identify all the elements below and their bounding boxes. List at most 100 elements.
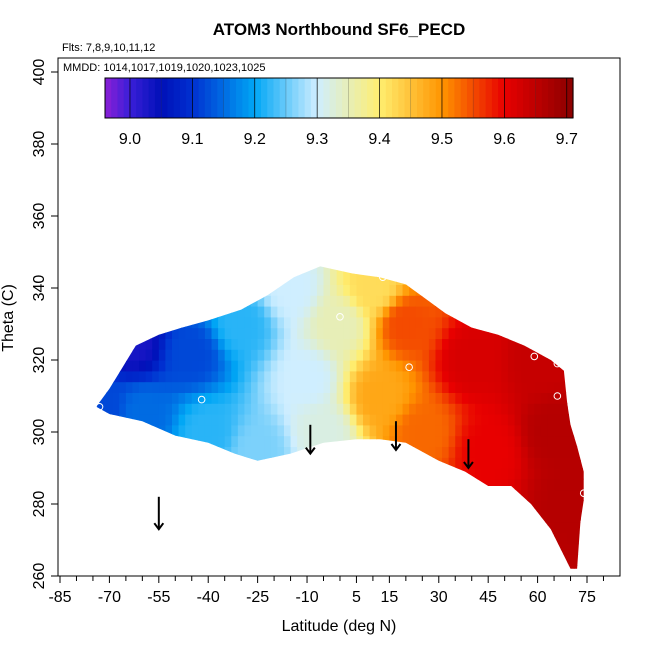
colorbar-cell (498, 78, 505, 118)
field-cell (395, 370, 404, 383)
field-cell (356, 327, 364, 339)
field-cell (369, 360, 377, 372)
field-cell (494, 403, 502, 415)
field-cell (251, 435, 259, 447)
field-cell (290, 392, 298, 404)
field-cell (540, 511, 549, 523)
field-cell (283, 284, 292, 296)
field-cell (501, 403, 509, 415)
field-cell (264, 435, 272, 447)
field-cell (475, 360, 483, 372)
field-cell (560, 457, 568, 469)
y-axis: 260 280 300 320 340 360 380 400 (31, 59, 58, 589)
field-cell (547, 392, 555, 404)
field-cell (237, 338, 246, 350)
field-cell (554, 435, 562, 447)
field-cell (481, 424, 489, 437)
field-cell (521, 360, 529, 372)
field-cell (534, 349, 542, 361)
field-cell (448, 457, 456, 469)
field-cell (402, 403, 410, 415)
colorbar-cell (248, 78, 256, 118)
field-cell (323, 403, 331, 415)
field-cell (356, 284, 364, 296)
colorbar-cell (560, 78, 568, 118)
field-cell (514, 468, 522, 480)
field-cell (178, 370, 186, 383)
colorbar-cell (460, 78, 468, 118)
field-cell (125, 392, 134, 404)
field-cell (475, 392, 483, 404)
field-cell (488, 435, 496, 447)
field-cell (560, 435, 568, 447)
colorbar-cell (410, 78, 418, 118)
field-cell (270, 392, 278, 404)
field-cell (237, 446, 246, 458)
field-cell (264, 360, 272, 372)
field-cell (481, 327, 489, 339)
field-cell (395, 403, 404, 415)
field-cell (382, 370, 390, 383)
field-cell (501, 349, 509, 361)
field-cell (191, 424, 199, 437)
field-cell (395, 424, 404, 437)
field-cell (363, 360, 371, 372)
field-cell (448, 360, 456, 372)
colorbar-cell (373, 78, 381, 118)
field-cell (218, 435, 226, 447)
field-cell (376, 414, 384, 426)
field-cell (218, 414, 226, 426)
field-cell (369, 295, 377, 307)
field-cell (198, 424, 206, 437)
field-cell (382, 414, 390, 426)
field-cell (145, 403, 153, 415)
field-cell (468, 392, 476, 404)
field-cell (402, 370, 410, 383)
field-cell (257, 414, 265, 426)
field-cell (442, 327, 450, 339)
field-cell (534, 489, 542, 501)
field-cell (455, 457, 463, 469)
field-cell (428, 392, 437, 404)
field-cell (567, 478, 575, 491)
field-cell (501, 360, 509, 372)
field-cell (501, 457, 509, 469)
field-cell (547, 511, 555, 523)
colorbar-frame (104, 77, 574, 119)
field-cell (204, 360, 213, 372)
field-cell (395, 414, 404, 426)
field-cell (455, 349, 463, 361)
field-cell (363, 349, 371, 361)
field-cell (244, 403, 252, 415)
field-cell (422, 327, 430, 339)
field-cell (395, 435, 404, 447)
field-cell (343, 414, 351, 426)
field-cell (198, 316, 206, 329)
field-cell (316, 316, 325, 329)
field-cell (461, 349, 470, 361)
field-cell (567, 565, 575, 569)
field-cell (211, 327, 219, 339)
field-cell (224, 316, 232, 329)
colorbar: 9.0 9.1 9.2 9.3 9.4 9.5 9.6 9.7 (104, 77, 578, 148)
y-tick-label: 380 (31, 131, 48, 158)
field-cell (264, 306, 272, 318)
field-cell (270, 435, 278, 447)
colorbar-cell (491, 78, 499, 118)
field-cell (514, 392, 522, 404)
field-cell (132, 381, 140, 393)
field-cell (501, 446, 509, 458)
observation-point (336, 313, 344, 321)
field-cell (277, 327, 285, 339)
field-cell (369, 273, 377, 285)
x-tick-label: -40 (197, 589, 220, 606)
field-cell (521, 446, 529, 458)
x-tick-label: -25 (246, 589, 269, 606)
field-cell (376, 370, 384, 383)
field-cell (567, 489, 575, 501)
field-cell (501, 468, 509, 480)
field-cell (369, 370, 377, 383)
colorbar-cell (423, 78, 431, 118)
field-cell (323, 338, 331, 350)
field-cell (376, 327, 384, 339)
